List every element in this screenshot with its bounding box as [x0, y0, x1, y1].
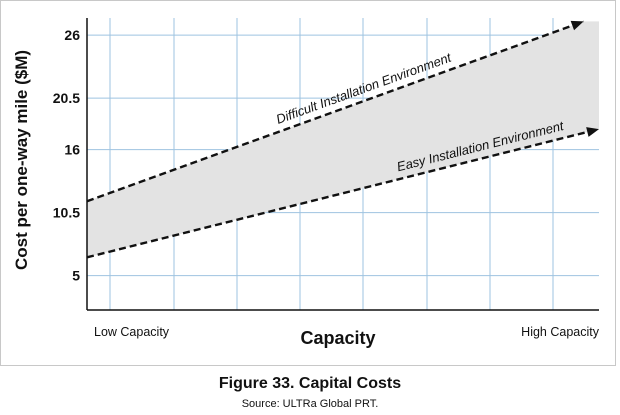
- y-axis-title: Cost per one-way mile ($M): [12, 50, 31, 270]
- y-tick-label-4: 26: [64, 27, 80, 43]
- series-line-difficult-arrowhead: [570, 20, 584, 31]
- y-tick-label-2: 16: [64, 142, 80, 158]
- figure-caption: Figure 33. Capital Costs: [218, 375, 402, 392]
- x-label-high-capacity: High Capacity: [521, 325, 600, 339]
- x-axis-title: Capacity: [300, 328, 375, 348]
- y-tick-label-1: 10.5: [53, 205, 80, 221]
- series-line-easy-arrowhead: [586, 127, 599, 137]
- cost-range-band: [87, 21, 599, 258]
- figure-source: Source: ULTRa Global PRT.: [241, 398, 379, 410]
- y-tick-label-3: 20.5: [53, 90, 80, 106]
- x-label-low-capacity: Low Capacity: [94, 325, 170, 339]
- y-tick-labels: 5 10.5 16 20.5 26: [53, 27, 80, 283]
- series-line-difficult: [86, 20, 585, 203]
- axes: [86, 18, 599, 311]
- chart: 5 10.5 16 20.5 26 Cost per one-way mile ($M)…: [12, 18, 600, 348]
- series-lines: [86, 20, 600, 259]
- y-tick-label-0: 5: [72, 268, 80, 284]
